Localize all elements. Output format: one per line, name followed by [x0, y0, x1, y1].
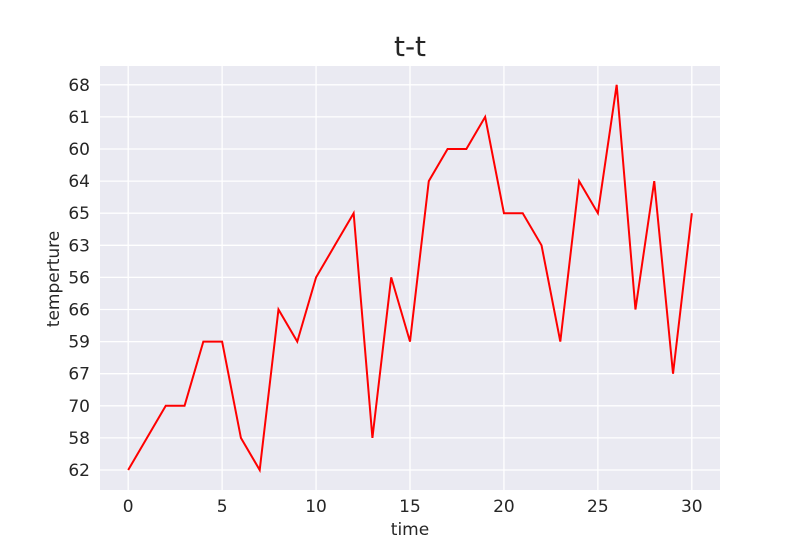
y-tick-label: 68: [68, 76, 90, 96]
y-tick-label: 62: [68, 461, 90, 481]
y-tick-label: 66: [68, 301, 90, 321]
chart-title: t-t: [394, 30, 426, 63]
y-tick-label: 67: [68, 365, 90, 385]
x-tick-label: 20: [493, 497, 515, 517]
y-tick-label: 70: [68, 397, 90, 417]
y-tick-label: 56: [68, 268, 90, 288]
y-tick-label: 58: [68, 429, 90, 449]
y-tick-label: 65: [68, 204, 90, 224]
y-tick-label: 63: [68, 236, 90, 256]
x-tick-label: 15: [399, 497, 421, 517]
x-tick-label: 25: [587, 497, 609, 517]
y-tick-label: 61: [68, 108, 90, 128]
x-tick-label: 0: [123, 497, 134, 517]
x-axis-label: time: [391, 520, 429, 540]
y-tick-label: 59: [68, 333, 90, 353]
y-tick-label: 64: [68, 172, 90, 192]
x-tick-label: 30: [681, 497, 703, 517]
x-tick-label: 5: [217, 497, 228, 517]
tick-labels: 0 5 10 15 20 25 30 62 58 70 67 59 66 56 63 65 64 60 61 68: [68, 76, 702, 517]
y-tick-label: 60: [68, 140, 90, 160]
x-tick-label: 10: [305, 497, 327, 517]
series-layer: [127, 84, 693, 474]
series-line: [127, 84, 693, 474]
y-axis-label: temperture: [44, 231, 64, 327]
